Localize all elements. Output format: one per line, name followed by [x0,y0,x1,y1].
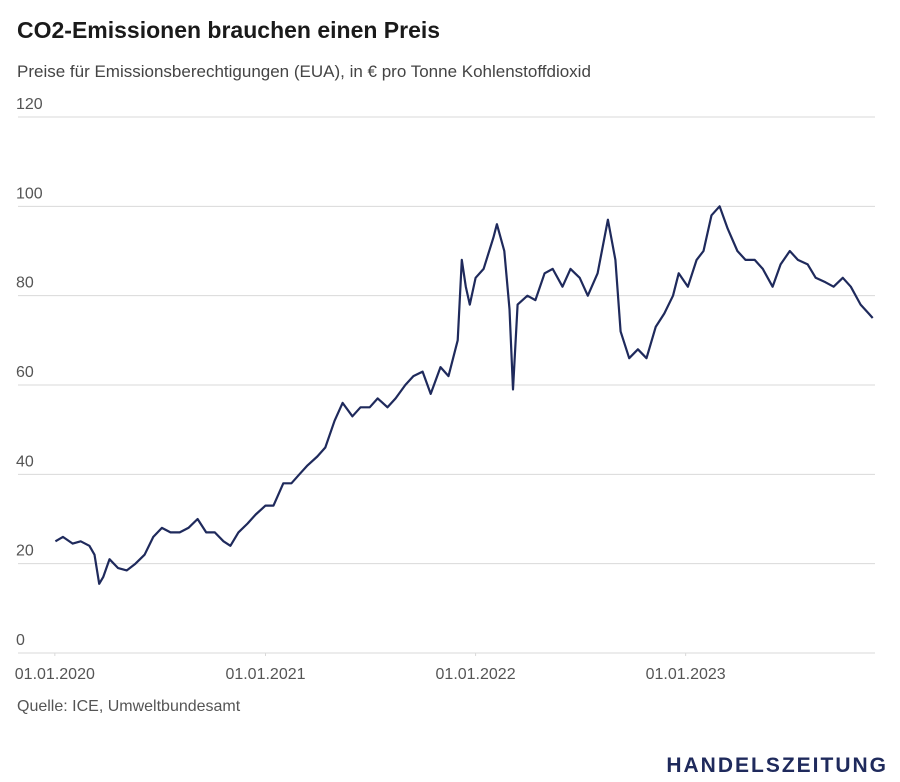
y-tick-label: 20 [16,543,34,560]
y-tick-label: 80 [16,275,34,292]
x-tick-label: 01.01.2023 [646,666,726,683]
y-tick-label: 0 [16,632,25,649]
price-line [54,205,874,585]
y-tick-label: 120 [16,96,43,113]
x-tick-label: 01.01.2022 [436,666,516,683]
y-tick-label: 40 [16,453,34,470]
y-tick-label: 60 [16,364,34,381]
brand-logo: HANDELSZEITUNG [666,754,888,777]
x-tick-label: 01.01.2021 [225,666,305,683]
source: Quelle: ICE, Umweltbundesamt [17,698,241,715]
x-tick-label: 01.01.2020 [15,666,95,683]
chart-subtitle: Preise für Emissionsberechtigungen (EUA)… [17,62,591,81]
chart-title: CO2-Emissionen brauchen einen Preis [17,17,440,43]
y-tick-label: 100 [16,185,43,202]
